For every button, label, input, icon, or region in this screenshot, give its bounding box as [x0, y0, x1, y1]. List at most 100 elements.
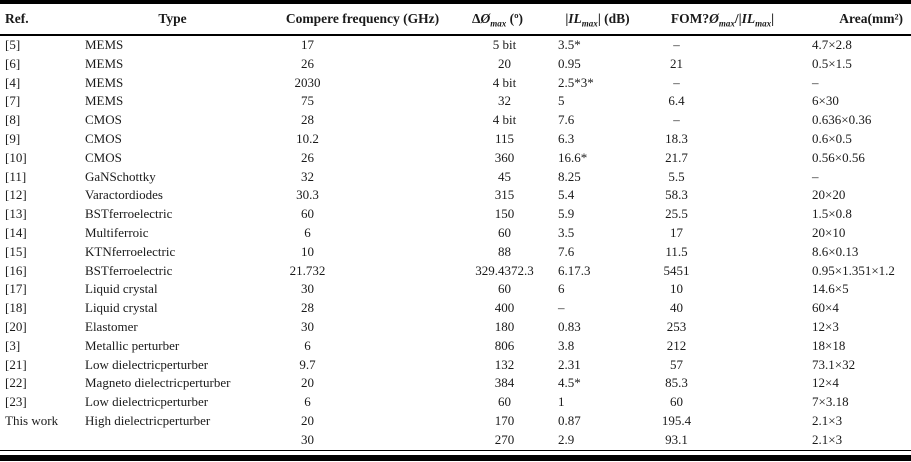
cell-insertion_loss: 16.6* [558, 149, 588, 165]
cell-ref: [11] [5, 168, 27, 184]
cell-frequency: 60 [301, 206, 314, 222]
table-row: This work High dielectricperturber 20 170 0.… [0, 412, 911, 431]
cell-area: 2.1×3 [812, 431, 843, 447]
col-header-type: Type [75, 2, 270, 36]
table-row: [20] Elastomer 30 180 0.83 253 12×3 [0, 318, 911, 337]
cell-ref: [23] [5, 394, 27, 410]
cell-phase_shift: 88 [498, 243, 511, 259]
table-row: 30 270 2.9 93.1 2.1×3 [0, 431, 911, 450]
cell-frequency: 17 [301, 37, 314, 52]
cell-frequency: 28 [301, 112, 314, 128]
table-header: Ref. Type Compere frequency (GHz) ΔØmax … [0, 2, 911, 36]
cell-frequency: 75 [301, 93, 314, 109]
cell-area: 0.6×0.5 [812, 130, 852, 146]
cell-insertion_loss: 0.87 [558, 412, 581, 428]
cell-fom: 40 [670, 300, 683, 316]
cell-ref: [13] [5, 206, 27, 222]
cell-area: 20×20 [812, 187, 846, 203]
cell-phase_shift: 60 [498, 394, 511, 410]
cell-type: KTNferroelectric [85, 243, 176, 259]
cell-area: 20×10 [812, 224, 846, 240]
cell-ref: [5] [5, 37, 21, 52]
cell-insertion_loss: 5.9 [558, 206, 575, 222]
cell-type: BSTferroelectric [85, 206, 173, 222]
cell-ref: [4] [5, 74, 21, 90]
cell-area: 60×4 [812, 300, 839, 316]
cell-frequency: 6 [304, 337, 311, 353]
cell-ref: [16] [5, 262, 27, 278]
cell-fom: 18.3 [665, 130, 688, 146]
cell-ref: [15] [5, 243, 27, 259]
cell-frequency: 6 [304, 224, 311, 240]
cell-fom: – [673, 37, 680, 52]
cell-phase_shift: 400 [494, 300, 515, 316]
cell-insertion_loss: 2.9 [558, 431, 575, 447]
cell-frequency: 26 [301, 149, 314, 165]
cell-ref: [10] [5, 149, 27, 165]
table-row: [4] MEMS 2030 4 bit 2.5*3* – – [0, 74, 911, 93]
cell-area: 1.5×0.8 [812, 206, 852, 222]
cell-insertion_loss: 6 [558, 281, 565, 297]
cell-ref: This work [5, 412, 59, 428]
cell-phase_shift: 32 [498, 93, 511, 109]
cell-phase_shift: 60 [498, 224, 511, 240]
cell-phase_shift: 20 [498, 55, 511, 71]
cell-area: – [812, 74, 819, 90]
cell-area: 0.5×1.5 [812, 55, 852, 71]
cell-phase_shift: 329.4372.3 [475, 262, 534, 278]
cell-area: 4.7×2.8 [812, 37, 852, 52]
table-row: [13] BSTferroelectric 60 150 5.9 25.5 1.5×0.8 [0, 205, 911, 224]
cell-ref [0, 431, 75, 450]
cell-fom: 5451 [663, 262, 690, 278]
table-row: [17] Liquid crystal 30 60 6 10 14.6×5 [0, 280, 911, 299]
cell-type: MEMS [85, 74, 124, 90]
cell-ref: [20] [5, 318, 27, 334]
cell-area: 0.56×0.56 [812, 149, 865, 165]
cell-area: 2.1×3 [812, 412, 843, 428]
cell-area: 6×30 [812, 93, 839, 109]
cell-insertion_loss: 2.31 [558, 356, 581, 372]
cell-fom: 10 [670, 281, 683, 297]
cell-area: 12×4 [812, 375, 839, 391]
cell-fom: 5.5 [668, 168, 685, 184]
col-header-ref: Ref. [0, 2, 75, 36]
cell-type: CMOS [85, 130, 122, 146]
cell-insertion_loss: 5 [558, 93, 565, 109]
cell-fom: 60 [670, 394, 683, 410]
header-row: Ref. Type Compere frequency (GHz) ΔØmax … [0, 2, 911, 36]
cell-fom: 85.3 [665, 375, 688, 391]
cell-insertion_loss: 7.6 [558, 112, 575, 128]
cell-area: 7×3.18 [812, 394, 849, 410]
cell-ref: [7] [5, 93, 21, 109]
cell-phase_shift: 4 bit [492, 112, 517, 128]
col-header-area: Area(mm²) [790, 2, 911, 36]
cell-type: MEMS [85, 93, 124, 109]
cell-ref: [14] [5, 224, 27, 240]
cell-area: – [812, 168, 819, 184]
cell-phase_shift: 115 [494, 130, 515, 146]
cell-insertion_loss: 3.5 [558, 224, 575, 240]
cell-phase_shift: 315 [494, 187, 515, 203]
table-row: [7] MEMS 75 32 5 6.4 6×30 [0, 92, 911, 111]
cell-phase_shift: 5 bit [492, 37, 517, 52]
cell-ref: [22] [5, 375, 27, 391]
cell-fom: 195.4 [661, 412, 692, 428]
cell-insertion_loss: 5.4 [558, 187, 575, 203]
cell-phase_shift: 180 [494, 318, 515, 334]
cell-insertion_loss: 8.25 [558, 168, 581, 184]
cell-fom: 21 [670, 55, 683, 71]
table-row: [6] MEMS 26 20 0.95 21 0.5×1.5 [0, 55, 911, 74]
cell-frequency: 21.732 [289, 262, 326, 278]
comparison-table: Ref. Type Compere frequency (GHz) ΔØmax … [0, 0, 911, 451]
cell-frequency: 10 [301, 243, 314, 259]
cell-ref: [3] [5, 337, 21, 353]
cell-frequency: 30 [301, 318, 314, 334]
cell-type: High dielectricperturber [85, 412, 211, 428]
cell-insertion_loss: 1 [558, 394, 565, 410]
cell-type: Low dielectricperturber [85, 356, 209, 372]
table-row: [18] Liquid crystal 28 400 – 40 60×4 [0, 299, 911, 318]
cell-insertion_loss: 3.8 [558, 337, 575, 353]
cell-insertion_loss: 3.5* [558, 37, 581, 52]
cell-frequency: 6 [304, 394, 311, 410]
col-header-insertion-loss: |ILmax| (dB) [540, 2, 655, 36]
